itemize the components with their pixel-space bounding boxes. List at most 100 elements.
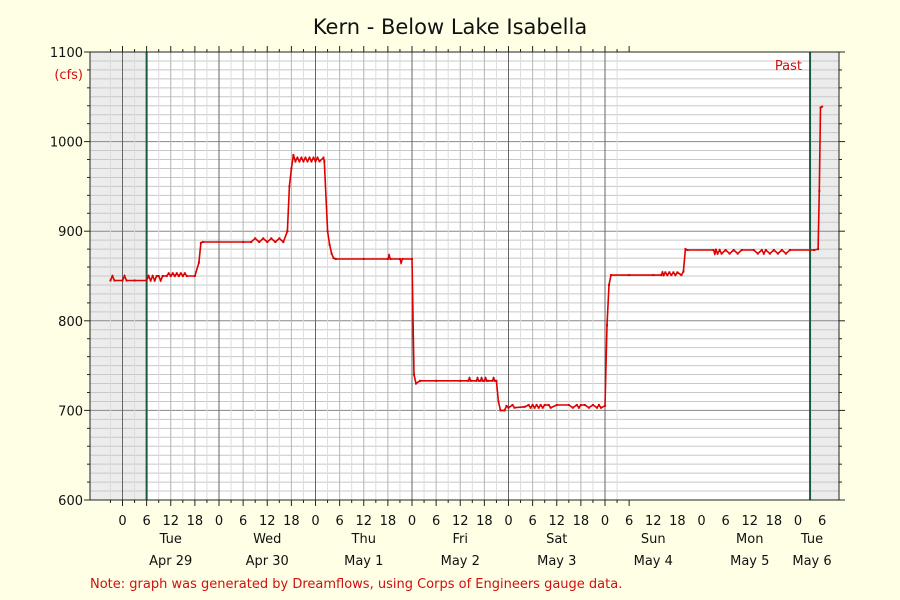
flow-data-point <box>495 379 498 382</box>
flow-data-point <box>583 404 586 407</box>
series-line <box>109 105 824 412</box>
flow-data-point <box>304 156 307 159</box>
flow-data-point <box>535 404 538 407</box>
flow-data-point <box>628 274 631 277</box>
x-date-label: Apr 29 <box>149 554 192 569</box>
plot-frame <box>89 51 840 501</box>
flow-data-point <box>668 271 671 274</box>
flow-data-point <box>539 404 542 407</box>
x-hour-label: 0 <box>215 514 223 529</box>
flow-data-point <box>608 283 611 286</box>
flow-data-point <box>756 252 759 255</box>
flow-data-point <box>768 252 771 255</box>
flow-data-point <box>549 406 552 409</box>
flow-data-point <box>169 275 172 277</box>
x-hour-label: 18 <box>669 514 686 529</box>
y-tick-label: 800 <box>58 315 83 330</box>
flow-data-point <box>736 252 739 255</box>
flow-data-point <box>199 241 202 244</box>
flow-data-point <box>111 275 114 277</box>
flow-data-point <box>547 404 550 407</box>
flow-data-point <box>714 249 717 252</box>
flow-data-point <box>533 406 536 409</box>
flow-data-point <box>468 377 471 380</box>
flow-data-point <box>173 275 176 277</box>
flow-data-point <box>499 409 502 412</box>
flow-data-point <box>312 156 315 159</box>
flow-data-point <box>322 156 325 159</box>
x-hour-label: 18 <box>573 514 590 529</box>
flow-data-point <box>388 254 391 257</box>
y-tick-label: 900 <box>58 225 83 240</box>
x-hour-label: 6 <box>142 514 150 529</box>
flow-data-point <box>788 249 791 252</box>
x-hour-label: 12 <box>355 514 372 529</box>
flow-data-point <box>818 189 821 192</box>
flow-data-point <box>398 257 401 260</box>
flow-data-point <box>411 257 413 260</box>
flow-data-point <box>479 379 482 382</box>
x-hour-label: 6 <box>818 514 826 529</box>
flow-data-point <box>664 271 667 274</box>
flow-data-point <box>672 271 675 274</box>
x-weekday-label: Sun <box>641 532 666 547</box>
flow-data-point <box>555 404 558 407</box>
flow-data-point <box>415 382 418 385</box>
flow-data-point <box>610 274 613 277</box>
flow-data-point <box>531 404 534 407</box>
flow-data-point <box>147 275 150 277</box>
flow-data-point <box>724 249 727 252</box>
flow-data-point <box>529 406 532 409</box>
flow-data-point <box>762 252 765 255</box>
flow-data-point <box>298 160 301 163</box>
flow-data-point <box>481 379 484 382</box>
flow-data-point <box>652 274 655 277</box>
flow-data-point <box>300 156 303 159</box>
past-label: Past <box>775 59 802 74</box>
flow-data-point <box>571 406 574 409</box>
x-date-label: May 4 <box>634 554 673 569</box>
x-weekday-label: Wed <box>253 532 281 547</box>
x-hour-label: 6 <box>528 514 536 529</box>
flow-data-point <box>310 160 313 163</box>
flow-data-point <box>674 274 677 277</box>
x-date-label: May 2 <box>441 554 480 569</box>
x-hour-label: 6 <box>721 514 729 529</box>
flow-data-point <box>278 237 281 240</box>
y-tick-label: 1100 <box>50 46 83 61</box>
flow-data-point <box>288 185 291 188</box>
flow-data-point <box>670 274 673 277</box>
flow-data-point <box>296 156 299 159</box>
flow-data-point <box>193 275 196 277</box>
x-hour-label: 18 <box>380 514 397 529</box>
flow-data-point <box>332 257 335 260</box>
flow-data-point <box>507 406 510 409</box>
flow-data-point <box>764 249 767 252</box>
flow-data-point <box>316 156 319 159</box>
flow-data-point <box>740 249 743 252</box>
x-date-label: May 1 <box>344 554 383 569</box>
flow-data-point <box>597 404 600 407</box>
flow-data-point <box>666 274 669 277</box>
flow-data-point <box>153 279 156 282</box>
x-hour-label: 0 <box>601 514 609 529</box>
flow-data-point <box>579 404 582 407</box>
flow-data-point <box>712 249 715 252</box>
flow-data-point <box>318 160 321 163</box>
flow-data-point <box>179 272 182 275</box>
flow-data-point <box>604 404 606 407</box>
flow-data-point <box>181 275 184 277</box>
flow-data-point <box>294 160 297 163</box>
flow-data-point <box>314 160 317 163</box>
flow-data-point <box>326 230 329 233</box>
x-weekday-label: Tue <box>159 532 182 547</box>
flow-data-point <box>606 324 609 327</box>
flow-data-point <box>567 404 570 407</box>
flow-data-point <box>480 377 483 380</box>
flow-data-point <box>133 279 136 282</box>
flow-data-point <box>400 261 403 264</box>
x-hour-label: 12 <box>548 514 565 529</box>
flow-data-point <box>817 248 820 251</box>
flow-data-point <box>493 379 496 382</box>
